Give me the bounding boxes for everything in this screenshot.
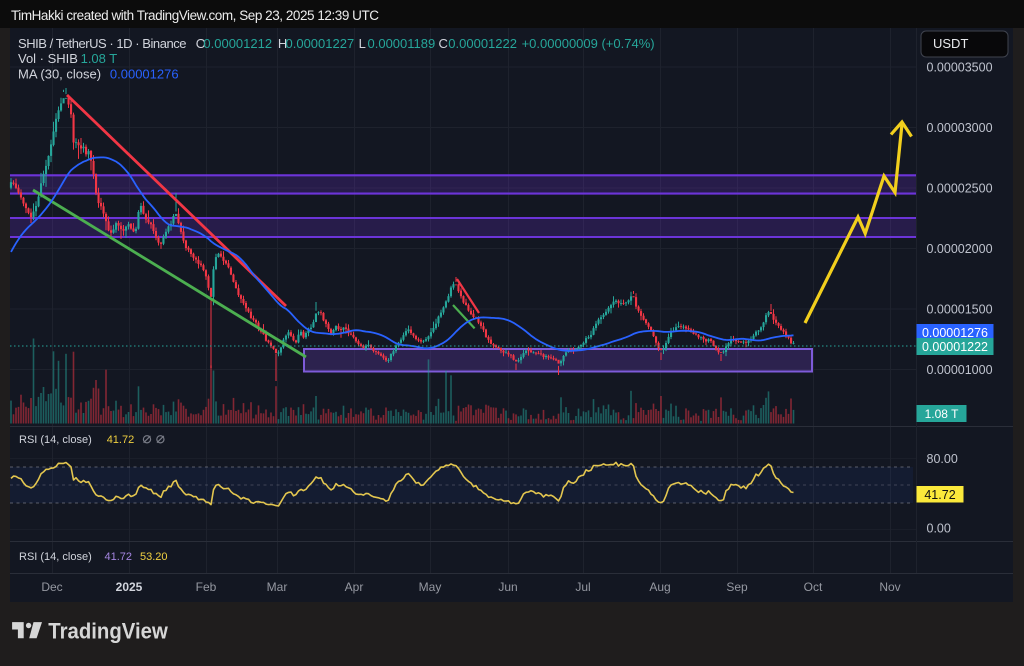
svg-text:Mar: Mar: [267, 580, 288, 594]
svg-text:41.72: 41.72: [924, 488, 955, 502]
svg-text:Jul: Jul: [575, 580, 590, 594]
svg-text:+0.00000009 (+0.74%): +0.00000009 (+0.74%): [522, 36, 655, 51]
svg-text:41.72: 41.72: [105, 551, 133, 563]
svg-text:1.08 T: 1.08 T: [925, 407, 959, 421]
svg-text:53.20: 53.20: [140, 551, 168, 563]
svg-text:Vol · SHIB: Vol · SHIB: [18, 51, 78, 66]
svg-text:0.00001212: 0.00001212: [203, 36, 272, 51]
svg-text:41.72: 41.72: [107, 434, 135, 446]
svg-text:TradingView: TradingView: [48, 618, 168, 643]
svg-text:Sep: Sep: [726, 580, 748, 594]
svg-text:Aug: Aug: [649, 580, 670, 594]
svg-text:0.00003000: 0.00003000: [927, 121, 993, 135]
svg-text:O: O: [196, 36, 206, 51]
svg-text:0.00001276: 0.00001276: [110, 66, 179, 81]
svg-text:0.00: 0.00: [927, 522, 951, 536]
svg-text:0.00002000: 0.00002000: [927, 242, 993, 256]
svg-text:1.08 T: 1.08 T: [81, 51, 118, 66]
svg-text:USDT: USDT: [933, 36, 968, 51]
svg-text:MA (30, close): MA (30, close): [18, 66, 101, 81]
svg-text:C: C: [439, 36, 448, 51]
svg-text:2025: 2025: [116, 580, 143, 594]
svg-text:0.00001000: 0.00001000: [927, 363, 993, 377]
svg-text:Jun: Jun: [498, 580, 517, 594]
svg-text:Nov: Nov: [879, 580, 900, 594]
svg-text:TimHakki created with TradingV: TimHakki created with TradingView.com, S…: [11, 8, 379, 23]
svg-text:Oct: Oct: [804, 580, 823, 594]
svg-text:SHIB / TetherUS · 1D · Binance: SHIB / TetherUS · 1D · Binance: [18, 36, 187, 51]
svg-text:0.00001222: 0.00001222: [448, 36, 517, 51]
svg-text:0.00001276: 0.00001276: [922, 326, 988, 340]
svg-text:0.00003500: 0.00003500: [927, 60, 993, 74]
svg-text:0.00001227: 0.00001227: [286, 36, 355, 51]
svg-text:80.00: 80.00: [927, 452, 958, 466]
svg-text:Apr: Apr: [345, 580, 364, 594]
svg-text:0.00002500: 0.00002500: [927, 181, 993, 195]
svg-text:0.00001500: 0.00001500: [927, 302, 993, 316]
svg-text:0.00001189: 0.00001189: [368, 36, 436, 51]
svg-text:Feb: Feb: [196, 580, 217, 594]
svg-text:RSI (14, close): RSI (14, close): [19, 434, 92, 446]
svg-text:May: May: [419, 580, 442, 594]
svg-text:H: H: [278, 36, 287, 51]
svg-text:Dec: Dec: [41, 580, 62, 594]
svg-text:L: L: [359, 36, 366, 51]
svg-text:RSI (14, close): RSI (14, close): [19, 551, 92, 563]
svg-text:0.00001222: 0.00001222: [922, 340, 988, 354]
